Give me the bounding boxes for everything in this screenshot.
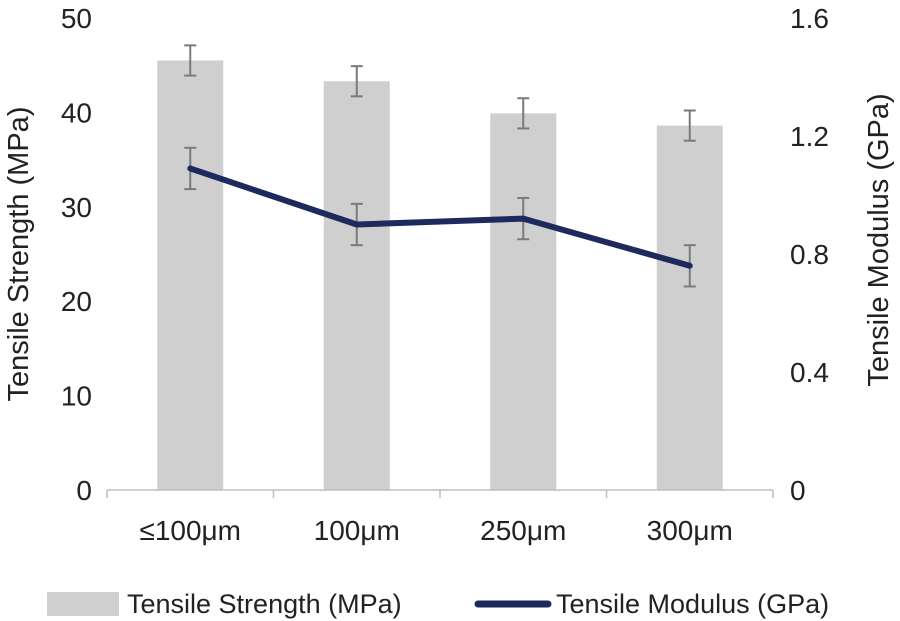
y-left-tick-label: 20 — [61, 286, 92, 317]
bars-layer — [157, 60, 723, 491]
bar-4 — [656, 125, 723, 490]
bar-error-bar-1 — [184, 44, 197, 77]
y-left-tick-label: 0 — [76, 475, 92, 506]
legend-item-strength: Tensile Strength (MPa) — [47, 589, 402, 619]
legend-swatch-strength — [47, 592, 119, 616]
legend-label-strength: Tensile Strength (MPa) — [127, 589, 402, 619]
x-category-label: ≤100μm — [139, 515, 241, 546]
y-right-axis-title: Tensile Modulus (GPa) — [863, 93, 895, 386]
x-category-label: 100μm — [314, 515, 400, 546]
y-right-tick-label: 1.2 — [790, 121, 829, 152]
bar-2 — [323, 81, 390, 491]
y-left-tick-label: 10 — [61, 381, 92, 412]
bar-3 — [490, 113, 557, 491]
line-layer — [187, 165, 693, 269]
modulus-line — [187, 165, 693, 269]
error-bars-layer — [184, 44, 696, 288]
y-left-tick-label: 40 — [61, 97, 92, 128]
bar-1 — [157, 60, 224, 490]
legend-item-modulus: Tensile Modulus (GPa) — [474, 589, 829, 619]
y-right-tick-label: 0.4 — [790, 357, 829, 388]
y-left-tick-label: 50 — [61, 3, 92, 34]
y-right-tick-label: 0.8 — [790, 239, 829, 270]
legend: Tensile Strength (MPa) Tensile Modulus (G… — [47, 589, 829, 619]
y-right-tick-label: 0 — [790, 475, 806, 506]
y-right-tick-label: 1.6 — [790, 3, 829, 34]
bar-error-bar-2 — [350, 65, 363, 98]
axis-layer — [106, 489, 774, 498]
x-category-label: 300μm — [647, 515, 733, 546]
labels-layer: 0 10 20 30 40 50 0 0.4 0.8 1.2 1.6 ≤100μm 100μm 250μm… — [3, 3, 895, 546]
y-left-axis-title: Tensile Strength (MPa) — [3, 107, 35, 402]
x-category-label: 250μm — [480, 515, 566, 546]
bar-error-bar-3 — [517, 97, 530, 130]
legend-label-modulus: Tensile Modulus (GPa) — [556, 589, 829, 619]
y-left-tick-label: 30 — [61, 192, 92, 223]
bar-error-bar-4 — [683, 109, 696, 142]
